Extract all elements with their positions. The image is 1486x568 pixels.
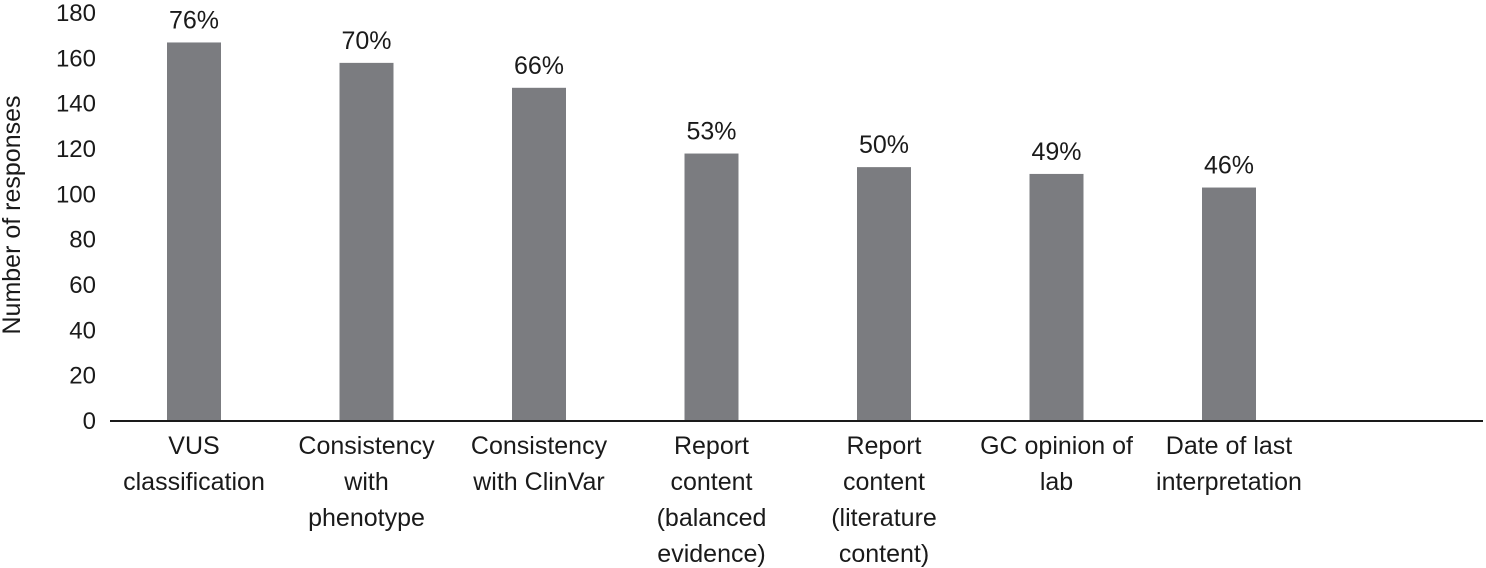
x-category-label: Consistency with ClinVar [471, 432, 608, 496]
y-tick-label: 100 [56, 181, 96, 208]
y-tick-label: 180 [56, 0, 96, 27]
bars [167, 42, 1256, 422]
x-category-label: Report content (literature content) [831, 432, 937, 568]
bar [1202, 187, 1256, 421]
bar [167, 42, 221, 421]
bar-data-label: 50% [859, 131, 909, 159]
data-labels: 76% 70% 66% 53% 50% 49% 46% [169, 6, 1254, 179]
bar-data-label: 66% [514, 52, 564, 80]
bar-data-label: 46% [1204, 152, 1254, 180]
y-tick-label: 20 [69, 363, 96, 390]
y-tick-label: 160 [56, 45, 96, 72]
x-category-label: VUS classification [123, 432, 265, 496]
y-tick-label: 60 [69, 272, 96, 299]
y-axis-title: Number of responses [0, 95, 26, 334]
x-category-label: Consistency with phenotype [298, 432, 435, 532]
bar [857, 167, 911, 421]
y-tick-label: 120 [56, 136, 96, 163]
y-tick-label: 80 [69, 227, 96, 254]
bar-data-label: 76% [169, 6, 219, 34]
x-category-label: GC opinion of lab [980, 432, 1133, 496]
bar [512, 87, 566, 422]
y-axis-ticks: 0 20 40 60 80 100 120 140 160 180 [56, 0, 96, 435]
y-tick-label: 0 [83, 408, 96, 435]
bar [339, 62, 394, 421]
bar [684, 153, 739, 422]
bar [1029, 173, 1084, 421]
x-axis-category-labels: VUS classification Consistency with phenotyp… [123, 432, 1302, 568]
bar-data-label: 49% [1031, 138, 1081, 166]
x-category-label: Date of last interpretation [1156, 432, 1302, 496]
y-tick-label: 140 [56, 91, 96, 118]
y-tick-label: 40 [69, 317, 96, 344]
bar-data-label: 53% [686, 118, 736, 146]
bar-data-label: 70% [341, 27, 391, 55]
x-category-label: Report content (balanced evidence) [657, 432, 767, 568]
